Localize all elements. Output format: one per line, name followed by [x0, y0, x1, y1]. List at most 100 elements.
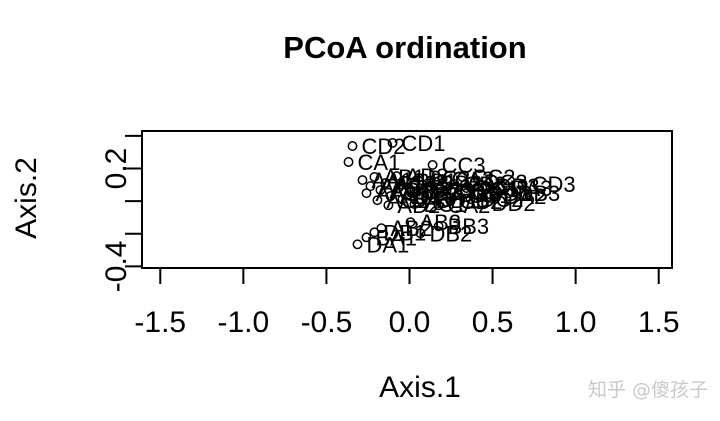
- x-tick-label: -0.5: [301, 306, 353, 339]
- data-point-label: DC2: [479, 187, 523, 212]
- data-point: [380, 178, 391, 188]
- data-point-label: CC1: [468, 183, 512, 208]
- x-tick-label: 0.5: [472, 306, 514, 339]
- data-point: [405, 187, 416, 198]
- data-point: [401, 176, 412, 187]
- data-point: [361, 232, 372, 243]
- plot-box: [141, 130, 673, 269]
- data-point: [465, 194, 476, 205]
- data-point-label: DD1: [488, 181, 532, 206]
- data-point: [343, 157, 354, 167]
- data-point: [372, 195, 383, 206]
- x-tick-label: 1.0: [555, 306, 597, 339]
- data-point-label: BC1: [423, 192, 466, 217]
- data-point-label: DA1: [366, 232, 409, 257]
- x-tick-label: -1.0: [217, 306, 269, 339]
- data-point-label: BD1: [435, 188, 478, 213]
- data-point-label: AB3: [419, 210, 461, 235]
- data-point: [495, 183, 506, 194]
- data-point-label: DB3: [518, 181, 561, 206]
- data-point: [357, 175, 368, 186]
- data-point-label: CD1: [402, 131, 446, 156]
- data-point-label: AA1: [371, 168, 413, 193]
- x-axis: -1.5 -1.0 -0.5 0.0 0.5 1.0 1.5: [134, 268, 680, 339]
- data-point: [437, 174, 448, 185]
- data-point-label: AB2: [390, 216, 432, 241]
- data-point: [383, 200, 394, 211]
- data-point-label: CA2: [448, 193, 491, 218]
- y-axis-title: Axis.2: [10, 157, 43, 239]
- plot-frame: [141, 130, 673, 269]
- data-point: [457, 172, 468, 182]
- data-point-label: DD3: [496, 174, 540, 199]
- data-point: [417, 185, 428, 195]
- data-point: [409, 199, 420, 210]
- data-point-label: AB1: [383, 165, 425, 190]
- data-point: [477, 198, 488, 209]
- data-point-label: DD2: [492, 191, 536, 216]
- data-point-label: AC3: [394, 171, 437, 196]
- data-point: [352, 239, 363, 250]
- data-point: [361, 188, 372, 199]
- data-point-label: DA2: [504, 184, 547, 209]
- y-tick-label: 0.2: [100, 148, 133, 190]
- data-point-label: DC3: [484, 170, 528, 195]
- y-tick-label: -0.4: [100, 241, 133, 293]
- data-point: [391, 171, 402, 181]
- data-point: [427, 159, 438, 170]
- data-point-label: BD3: [444, 182, 487, 207]
- data-point-label: AD1: [400, 184, 443, 209]
- data-point: [375, 185, 386, 195]
- data-point: [503, 188, 514, 199]
- data-point: [461, 183, 472, 194]
- data-point-label: AA2: [379, 174, 421, 199]
- data-point: [347, 141, 358, 151]
- y-axis: 0.2 -0.4: [100, 134, 142, 293]
- data-point-label: BB1: [416, 169, 458, 194]
- data-point-label: AA3: [375, 181, 417, 206]
- data-point: [469, 177, 480, 187]
- data-point-label: CC3: [442, 153, 486, 178]
- data-point: [433, 200, 444, 211]
- data-point: [481, 181, 492, 192]
- data-point-label: DB2: [429, 221, 472, 246]
- data-point-label: BC3: [431, 178, 474, 203]
- data-point-label: AD3: [406, 164, 449, 189]
- data-point: [445, 196, 456, 207]
- data-point: [453, 190, 464, 201]
- data-point: [429, 189, 440, 200]
- data-point: [421, 195, 432, 206]
- data-point: [385, 191, 396, 202]
- data-point: [473, 188, 484, 199]
- data-point-label: CD3: [532, 172, 576, 197]
- data-point-label: CA1: [358, 150, 401, 175]
- data-point-label: DC1: [475, 176, 519, 201]
- data-point: [369, 227, 380, 238]
- data-point: [413, 173, 424, 183]
- data-point: [425, 178, 436, 188]
- data-point-label: BA3: [412, 187, 454, 212]
- x-axis-title: Axis.1: [379, 371, 461, 404]
- data-point: [449, 179, 460, 189]
- data-point-label: BB3: [448, 214, 490, 239]
- data-point-label: CA3: [452, 167, 495, 192]
- data-point-label: BA1: [375, 225, 417, 250]
- data-point-label: AD2: [397, 193, 440, 218]
- data-point-label: CB1: [456, 179, 499, 204]
- data-point: [397, 194, 408, 205]
- x-tick-label: 0.0: [389, 306, 431, 339]
- x-tick-label: -1.5: [134, 306, 186, 339]
- data-point: [405, 217, 416, 228]
- data-point-label: BD2: [440, 171, 483, 196]
- watermark: 知乎 @傻孩子: [588, 379, 708, 401]
- data-point-label: CC2: [471, 165, 515, 190]
- data-point-label: DA3: [510, 176, 553, 201]
- data-point-label: CB3: [464, 172, 507, 197]
- data-point-label: AC2: [386, 188, 429, 213]
- data-point-label: AC1: [389, 178, 432, 203]
- data-point: [387, 137, 398, 148]
- data-point: [393, 183, 404, 194]
